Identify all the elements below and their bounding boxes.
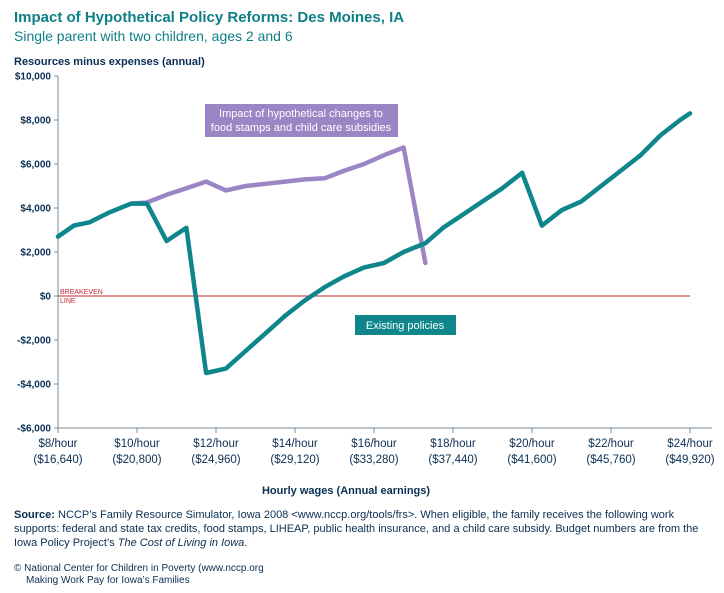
source-text-end: . — [244, 537, 248, 549]
annotation-existing: Existing policies — [355, 315, 456, 335]
source-text: NCCP’s Family Resource Simulator, Iowa 2… — [14, 509, 699, 549]
y-tick-label: -$2,000 — [17, 336, 51, 347]
x-tick-sublabel: ($16,640) — [33, 454, 82, 466]
x-axis-label: Hourly wages (Annual earnings) — [262, 485, 430, 497]
annotation-hypothetical-box — [205, 104, 398, 137]
chart-subtitle: Single parent with two children, ages 2 … — [14, 28, 293, 44]
x-tick-sublabel: ($45,760) — [586, 454, 635, 466]
y-tick-label: $0 — [40, 292, 52, 303]
x-tick-label: $22/hour — [588, 438, 634, 450]
y-tick-label: -$4,000 — [17, 380, 51, 391]
x-tick-sublabel: ($33,280) — [349, 454, 398, 466]
copyright-line-2: Making Work Pay for Iowa’s Families — [26, 575, 190, 586]
y-tick-label: $6,000 — [20, 160, 51, 171]
source-label: Source: — [14, 509, 55, 521]
series-line-hypothetical — [128, 145, 428, 266]
x-tick-sublabel: ($37,440) — [428, 454, 477, 466]
annotation-hypothetical-line-1: Impact of hypothetical changes to — [219, 108, 383, 120]
annotation-hypothetical: Impact of hypothetical changes to food s… — [205, 104, 398, 137]
source-note: Source: NCCP’s Family Resource Simulator… — [14, 508, 714, 550]
x-tick-label: $10/hour — [114, 438, 160, 450]
x-tick-label: $24/hour — [667, 438, 713, 450]
series-line-existing — [55, 111, 693, 376]
x-tick-sublabel: ($29,120) — [270, 454, 319, 466]
y-axis-ticks: $10,000 $8,000 $6,000 $4,000 $2,000 $0 -$2,000… — [15, 72, 58, 435]
x-tick-sublabel: ($20,800) — [112, 454, 161, 466]
y-tick-label: $2,000 — [20, 248, 51, 259]
series-layer — [55, 111, 693, 376]
breakeven-label-2: LINE — [60, 298, 76, 305]
copyright-line-1: National Center for Children in Poverty … — [24, 563, 264, 574]
annotation-hypothetical-line-2: food stamps and child care subsidies — [211, 122, 392, 134]
x-axis-ticks: $8/hour ($16,640) $10/hour ($20,800) $12/hou… — [33, 428, 715, 466]
source-publication: The Cost of Living in Iowa — [117, 537, 245, 549]
y-axis-label: Resources minus expenses (annual) — [14, 56, 205, 68]
copyright-note: © National Center for Children in Povert… — [14, 563, 614, 587]
x-tick-sublabel: ($41,600) — [507, 454, 556, 466]
x-tick-label: $14/hour — [272, 438, 318, 450]
y-tick-label: -$6,000 — [17, 424, 51, 435]
x-tick-sublabel: ($49,920) — [665, 454, 714, 466]
chart-title: Impact of Hypothetical Policy Reforms: D… — [14, 9, 404, 26]
x-tick-label: $16/hour — [351, 438, 397, 450]
copyright-symbol: © — [14, 563, 22, 574]
y-tick-label: $4,000 — [20, 204, 51, 215]
x-tick-label: $12/hour — [193, 438, 239, 450]
annotation-existing-box — [355, 315, 456, 335]
x-tick-label: $20/hour — [509, 438, 555, 450]
annotation-existing-label: Existing policies — [366, 320, 445, 332]
x-tick-label: $18/hour — [430, 438, 476, 450]
y-tick-label: $10,000 — [15, 72, 52, 83]
x-tick-label: $8/hour — [38, 438, 77, 450]
y-tick-label: $8,000 — [20, 116, 51, 127]
x-tick-sublabel: ($24,960) — [191, 454, 240, 466]
breakeven-label-1: BREAKEVEN — [60, 289, 103, 296]
